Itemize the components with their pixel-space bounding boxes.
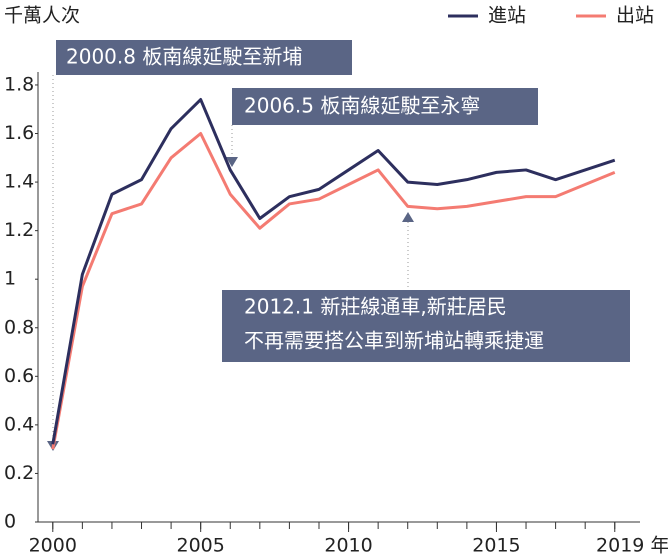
- series-line: [51, 132, 616, 450]
- y-tick-label: 1.6: [4, 122, 34, 144]
- y-tick-label: 0: [4, 511, 16, 533]
- annotation: 2012.1 新莊線通車,新莊居民 不再需要搭公車到新埔站轉乘捷運: [222, 212, 630, 362]
- y-tick-label: 1.8: [4, 73, 34, 95]
- annotation-arrow: [402, 212, 414, 222]
- legend-label: 進站: [488, 5, 526, 27]
- y-axis-label: 千萬人次: [4, 5, 80, 27]
- annotation: 2006.5 板南線延駛至永寧: [226, 88, 538, 167]
- annotation-box: [222, 290, 630, 362]
- x-tick-label: 2010: [324, 535, 372, 556]
- annotation-text: 不再需要搭公車到新埔站轉乘捷運: [244, 329, 544, 353]
- x-tick-label: 2015: [472, 535, 520, 556]
- x-tick-label: 2005: [176, 535, 224, 556]
- series-line: [51, 98, 616, 445]
- annotation-box: [232, 88, 538, 125]
- x-tick-label: 2019 年: [596, 535, 668, 556]
- y-tick-label: 1.4: [4, 171, 34, 193]
- y-tick-label: 1.2: [4, 219, 34, 241]
- annotation-text: 2012.1 新莊線通車,新莊居民: [244, 295, 507, 319]
- annotation: 2000.8 板南線延駛至新埔: [47, 40, 352, 451]
- legend-label: 出站: [616, 5, 654, 27]
- annotation-text: 2000.8 板南線延駛至新埔: [66, 45, 302, 69]
- y-tick-label: 0.6: [4, 365, 34, 387]
- y-tick-label: 0.8: [4, 316, 34, 338]
- y-tick-label: 0.2: [4, 462, 34, 484]
- annotation-text: 2006.5 板南線延駛至永寧: [244, 94, 480, 118]
- x-tick-label: 2000: [29, 535, 77, 556]
- y-tick-label: 0.4: [4, 413, 34, 435]
- y-tick-label: 1: [4, 268, 16, 290]
- annotation-box: [56, 40, 352, 75]
- annotation-arrow: [226, 157, 238, 167]
